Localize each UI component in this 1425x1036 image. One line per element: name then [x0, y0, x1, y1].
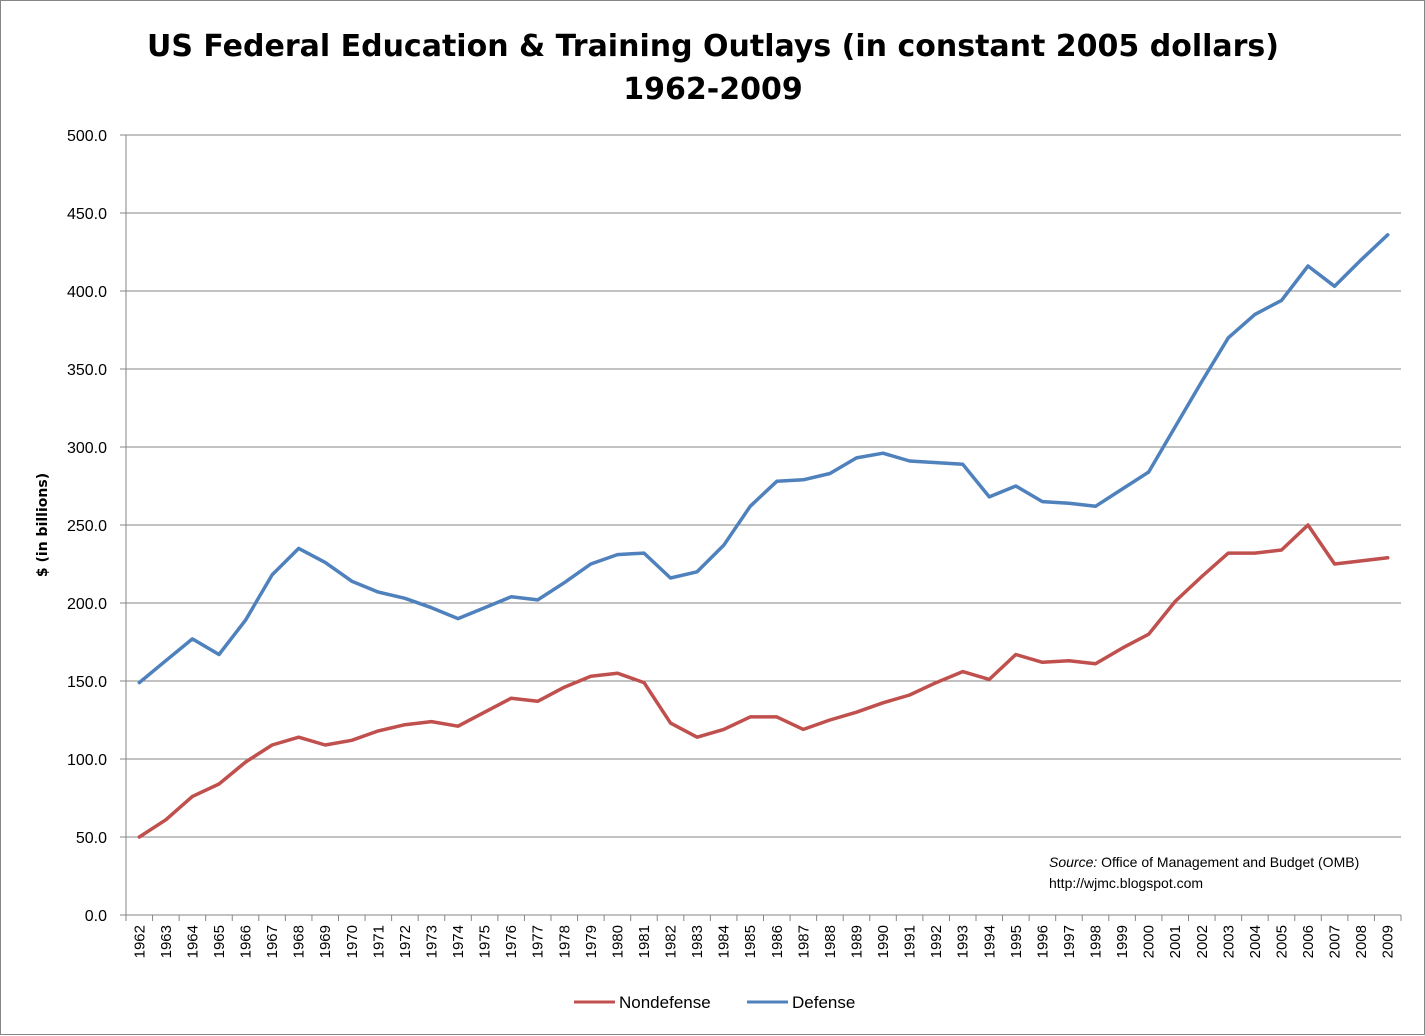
y-tick-label: 300.0	[67, 440, 107, 457]
x-tick-label: 2005	[1273, 925, 1290, 958]
x-tick-label: 1965	[211, 925, 228, 958]
x-tick-label: 1985	[742, 925, 759, 958]
x-tick-label: 2000	[1141, 925, 1158, 958]
x-tick-label: 1987	[795, 925, 812, 958]
x-tick-label: 1968	[291, 925, 308, 958]
x-tick-label: 2003	[1220, 925, 1237, 958]
y-tick-label: 0.0	[85, 908, 107, 925]
x-tick-label: 1978	[556, 925, 573, 958]
source-url: http://wjmc.blogspot.com	[1049, 875, 1203, 891]
x-tick-label: 1967	[264, 925, 281, 958]
series-group	[139, 235, 1387, 837]
x-tick-label: 1996	[1034, 925, 1051, 958]
x-tick-label: 1976	[503, 925, 520, 958]
x-tick-label: 1969	[317, 925, 334, 958]
legend-label-nondefense: Nondefense	[619, 993, 711, 1012]
x-axis-ticks: 1962 1963 1964 1965 1966 1967 1968 1969 1970 1971…	[126, 915, 1401, 958]
x-tick-label: 1982	[663, 925, 680, 958]
source-note: Source: Office of Management and Budget …	[1049, 854, 1359, 891]
y-tick-label: 250.0	[67, 518, 107, 535]
y-tick-label: 50.0	[76, 830, 107, 847]
y-tick-label: 100.0	[67, 752, 107, 769]
x-tick-label: 2008	[1353, 925, 1370, 958]
y-tick-label: 500.0	[67, 128, 107, 145]
x-tick-label: 1971	[370, 925, 387, 958]
y-tick-label: 400.0	[67, 284, 107, 301]
x-tick-label: 1992	[928, 925, 945, 958]
x-tick-label: 1974	[450, 925, 467, 958]
x-tick-label: 2002	[1194, 925, 1211, 958]
x-tick-label: 1994	[981, 925, 998, 958]
y-tick-label: 350.0	[67, 362, 107, 379]
x-tick-label: 1991	[902, 925, 919, 958]
x-tick-label: 1975	[477, 925, 494, 958]
x-tick-label: 1995	[1008, 925, 1025, 958]
x-tick-label: 1972	[397, 925, 414, 958]
y-tick-label: 150.0	[67, 674, 107, 691]
x-tick-label: 1998	[1088, 925, 1105, 958]
y-tick-label: 200.0	[67, 596, 107, 613]
chart-subtitle: 1962-2009	[623, 72, 802, 107]
x-tick-label: 1979	[583, 925, 600, 958]
x-tick-label: 2009	[1380, 925, 1397, 958]
source-text: Office of Management and Budget (OMB)	[1097, 854, 1359, 870]
x-tick-label: 2004	[1247, 925, 1264, 958]
x-tick-label: 1970	[344, 925, 361, 958]
x-tick-label: 2007	[1327, 925, 1344, 958]
chart-title: US Federal Education & Training Outlays …	[147, 29, 1279, 64]
x-tick-label: 2006	[1300, 925, 1317, 958]
x-tick-label: 1962	[131, 925, 148, 958]
legend-label-defense: Defense	[792, 993, 855, 1012]
x-tick-label: 1963	[158, 925, 175, 958]
series-line-defense	[139, 235, 1387, 683]
x-tick-label: 1984	[716, 925, 733, 958]
x-tick-label: 1981	[636, 925, 653, 958]
x-tick-label: 1988	[822, 925, 839, 958]
y-axis-ticks: 0.0 50.0 100.0 150.0 200.0 250.0 300.0 350.0 400…	[67, 128, 126, 925]
x-tick-label: 2001	[1167, 925, 1184, 958]
y-axis-label: $ (in billions)	[35, 473, 51, 577]
x-tick-label: 1966	[238, 925, 255, 958]
svg-text:Source: Office of Management a: Source: Office of Management and Budget …	[1049, 854, 1359, 870]
x-tick-label: 1999	[1114, 925, 1131, 958]
x-tick-label: 1990	[875, 925, 892, 958]
x-tick-label: 1986	[769, 925, 786, 958]
x-tick-label: 1997	[1061, 925, 1078, 958]
gridlines	[126, 135, 1401, 837]
x-tick-label: 1973	[423, 925, 440, 958]
x-tick-label: 1964	[184, 925, 201, 958]
x-tick-label: 1977	[530, 925, 547, 958]
x-tick-label: 1983	[689, 925, 706, 958]
y-tick-label: 450.0	[67, 206, 107, 223]
source-label: Source:	[1049, 854, 1097, 870]
legend: Nondefense Defense	[574, 993, 855, 1012]
x-tick-label: 1993	[955, 925, 972, 958]
x-tick-label: 1989	[848, 925, 865, 958]
x-tick-label: 1980	[609, 925, 626, 958]
